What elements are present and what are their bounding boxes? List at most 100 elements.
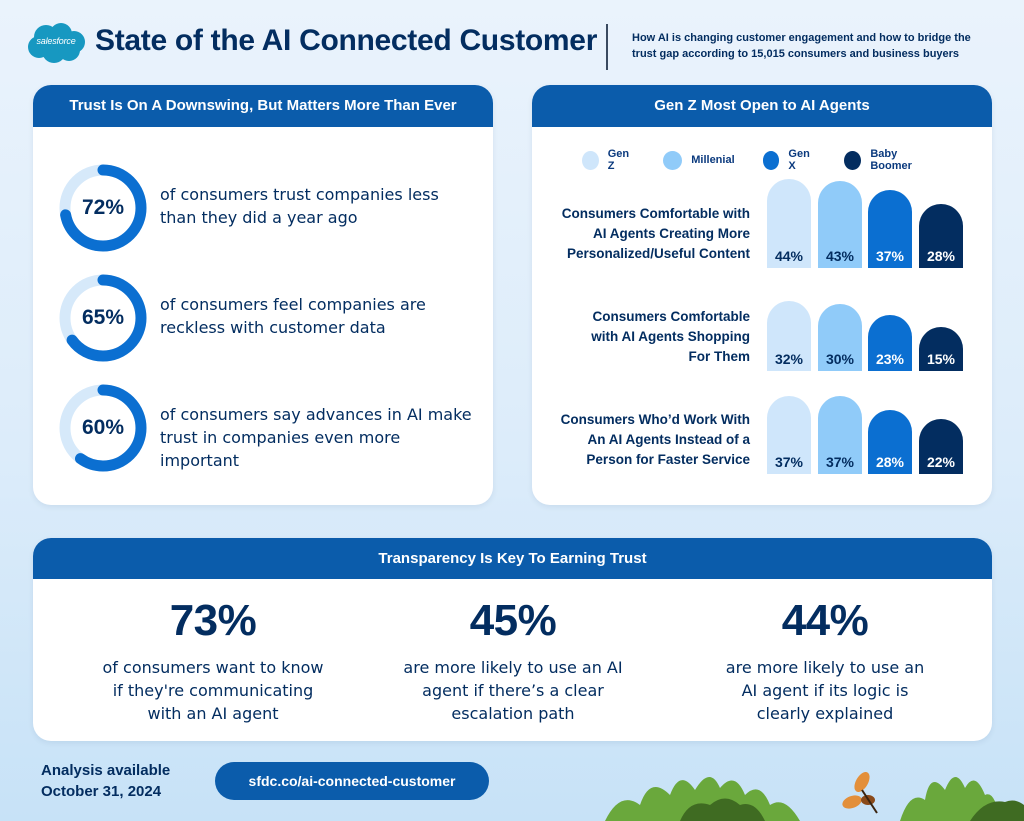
donut-arc [59, 274, 147, 362]
bar-value-label: 32% [774, 350, 804, 367]
legend-item: Gen X [762, 148, 817, 172]
donut-arc [59, 384, 147, 472]
stat-description: of consumers say advances in AI make tru… [160, 405, 472, 470]
category-label-line: Person for Faster Service [586, 452, 750, 467]
legend-item: Millenial [663, 149, 735, 171]
salesforce-logo: salesforce [26, 22, 86, 64]
stat-description-line: of consumers want to know [102, 658, 324, 677]
stat-description-line: with an AI agent [147, 704, 279, 723]
legend-swatch [582, 150, 599, 170]
bar-gen-x: 23% [868, 314, 912, 371]
bar-gen-z: 32% [767, 300, 811, 371]
category-label-line: For Them [688, 349, 750, 364]
trust-stat: 72% of consumers trust companies less tha… [33, 163, 493, 253]
legend-label: Gen Z [607, 148, 630, 172]
legend-label: Millenial [691, 154, 735, 166]
transparency-stat: 73% of consumers want to know if they're c… [73, 596, 353, 725]
stat-description-line: clearly explained [756, 704, 894, 723]
genz-card: Gen Z Most Open to AI Agents Gen Z Millen… [532, 85, 992, 505]
stat-value: 73% [169, 596, 257, 645]
stat-description: of consumers feel companies are reckless… [160, 295, 426, 337]
bar-millenial: 43% [818, 180, 862, 268]
stat-description: are more likely to use an AI agent if the… [373, 656, 653, 725]
transparency-stat: 44% are more likely to use an AI agent if … [685, 596, 965, 725]
bar-value-label: 44% [774, 247, 804, 264]
stat-description-line: agent if there’s a clear [422, 681, 604, 700]
legend-item: Gen Z [582, 148, 635, 172]
bar-millenial: 30% [818, 304, 862, 371]
bar-value-label: 23% [875, 350, 905, 367]
stat-description-line: if they're communicating [112, 681, 314, 700]
analysis-note-line1: Analysis available [41, 762, 171, 779]
category-label: Consumers Comfortable with AI Agents Shop… [542, 307, 750, 367]
bar-value-label: 37% [774, 453, 804, 470]
category-label-line: with AI Agents Shopping [591, 329, 750, 344]
header-divider [606, 24, 608, 70]
bar-value-label: 37% [875, 247, 905, 264]
bar-gen-x: 28% [868, 410, 912, 474]
stat-description: of consumers want to know if they're comm… [73, 656, 353, 725]
donut-value: 65% [81, 306, 125, 329]
stat-description-line: escalation path [451, 704, 575, 723]
category-label-line: An AI Agents Instead of a [587, 432, 750, 447]
logo-text: salesforce [36, 36, 76, 46]
category-label: Consumers Who’d Work With An AI Agents In… [542, 410, 750, 470]
bar-gen-z: 44% [767, 179, 811, 268]
legend-swatch [663, 150, 683, 170]
transparency-card-title: Transparency Is Key To Earning Trust [33, 538, 992, 579]
category-label-line: Consumers Comfortable [592, 309, 750, 324]
transparency-stat: 45% are more likely to use an AI agent if … [373, 596, 653, 725]
stat-description-line: are more likely to use an AI [403, 658, 623, 677]
bar-value-label: 22% [926, 453, 956, 470]
bar-value-label: 43% [825, 247, 855, 264]
stat-value: 45% [469, 596, 557, 645]
bush-right-icon [900, 776, 1024, 821]
bar-millenial: 37% [818, 396, 862, 474]
stat-description: are more likely to use an AI agent if its… [685, 656, 965, 725]
bar-gen-z: 37% [767, 396, 811, 474]
bush-left-icon [605, 776, 800, 821]
trust-card-title: Trust Is On A Downswing, But Matters Mor… [33, 85, 493, 127]
category-label-line: Consumers Comfortable with [561, 206, 750, 221]
bar-value-label: 28% [926, 247, 956, 264]
bar-baby-boomer: 22% [919, 419, 963, 474]
bar-value-label: 28% [875, 453, 905, 470]
report-link-button[interactable]: sfdc.co/ai-connected-customer [215, 762, 489, 800]
bar-gen-x: 37% [868, 190, 912, 268]
page-subtitle: How AI is changing customer engagement a… [632, 32, 971, 60]
donut-value: 72% [81, 196, 125, 219]
trust-stat: 65% of consumers feel companies are reckl… [33, 273, 493, 363]
donut-value: 60% [81, 416, 125, 439]
bar-baby-boomer: 28% [919, 204, 963, 268]
legend-label: Gen X [788, 148, 810, 172]
stat-description-line: AI agent if its logic is [741, 681, 909, 700]
legend-label: Baby Boomer [870, 148, 912, 172]
stat-value: 44% [781, 596, 869, 645]
analysis-note: Analysis available October 31, 2024 [41, 760, 170, 802]
category-label-line: Consumers Who’d Work With [560, 412, 750, 427]
legend-swatch [844, 150, 862, 170]
trust-card: Trust Is On A Downswing, But Matters Mor… [33, 85, 493, 505]
transparency-card: Transparency Is Key To Earning Trust 73%… [33, 538, 992, 741]
stat-description-line: are more likely to use an [725, 658, 925, 677]
donut-chart [59, 274, 147, 362]
category-label: Consumers Comfortable with AI Agents Crea… [542, 204, 750, 264]
stat-description: of consumers trust companies less than t… [160, 185, 439, 227]
legend-item: Baby Boomer [844, 148, 934, 172]
bushes-butterfly-illustration [605, 772, 1024, 821]
chart-legend: Gen Z Millenial Gen X Baby Boomer [582, 148, 962, 172]
donut-arc [59, 164, 147, 252]
bar-value-label: 37% [825, 453, 855, 470]
butterfly-icon [842, 772, 878, 814]
category-label-line: AI Agents Creating More [592, 226, 750, 241]
legend-swatch [762, 150, 780, 170]
bar-value-label: 15% [926, 351, 956, 367]
bar-value-label: 30% [825, 351, 855, 367]
cloud-icon [28, 23, 85, 63]
category-label-line: Personalized/Useful Content [566, 246, 750, 261]
genz-card-title: Gen Z Most Open to AI Agents [532, 85, 992, 127]
donut-chart [59, 384, 147, 472]
page-title: State of the AI Connected Customer [95, 24, 598, 57]
trust-stat: 60% of consumers say advances in AI make … [33, 383, 493, 473]
bar-baby-boomer: 15% [919, 327, 963, 371]
